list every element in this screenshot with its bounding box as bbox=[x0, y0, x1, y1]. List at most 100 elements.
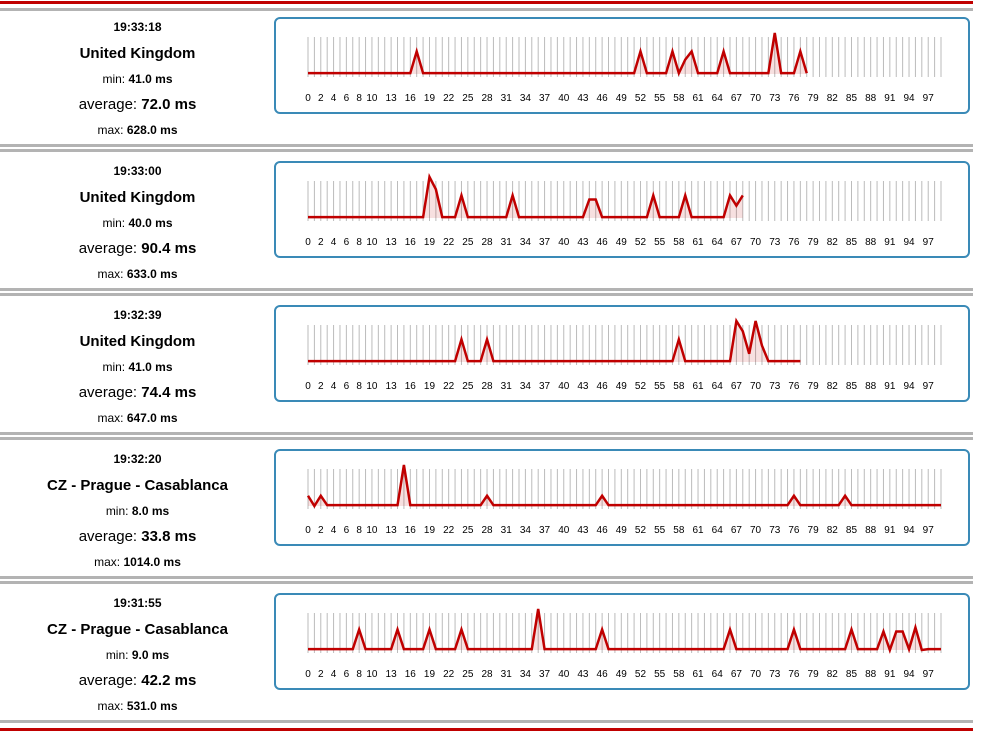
x-axis-label: 82 bbox=[827, 381, 839, 392]
x-axis-label: 16 bbox=[405, 669, 417, 680]
result-average: average: 72.0 ms bbox=[0, 96, 275, 113]
series-line bbox=[308, 317, 801, 363]
series-area bbox=[308, 321, 801, 362]
x-axis-label: 70 bbox=[750, 237, 762, 248]
x-axis-label: 70 bbox=[750, 93, 762, 104]
x-axis-label: 19 bbox=[424, 669, 436, 680]
x-axis-label: 2 bbox=[318, 525, 324, 536]
x-axis-label: 67 bbox=[731, 93, 743, 104]
x-axis-label: 19 bbox=[424, 381, 436, 392]
x-axis-label: 85 bbox=[846, 237, 858, 248]
x-axis-label: 97 bbox=[923, 525, 935, 536]
average-value: 33.8 ms bbox=[141, 528, 197, 545]
latency-chart: 0 2 4 6 8 10 13 16 19 22 25 28 31 34 37 40 43 46 49 52 55 58 6… bbox=[274, 593, 970, 690]
row-separator bbox=[0, 576, 973, 584]
result-average: average: 74.4 ms bbox=[0, 384, 275, 401]
x-axis-label: 67 bbox=[731, 669, 743, 680]
x-axis-label: 64 bbox=[712, 237, 724, 248]
x-axis-label: 16 bbox=[405, 525, 417, 536]
result-location: CZ - Prague - Casablanca bbox=[47, 477, 228, 494]
result-row: 19:31:55 CZ - Prague - Casablanca min: 9… bbox=[0, 587, 981, 731]
x-axis-label: 19 bbox=[424, 237, 436, 248]
x-axis-label: 2 bbox=[318, 237, 324, 248]
x-axis-label: 55 bbox=[654, 669, 666, 680]
x-axis-label: 10 bbox=[366, 525, 378, 536]
series-line bbox=[306, 464, 941, 509]
x-axis-label: 8 bbox=[356, 93, 362, 104]
x-axis-label: 40 bbox=[558, 237, 570, 248]
result-max: max: 531.0 ms bbox=[0, 699, 275, 713]
x-axis-label: 82 bbox=[827, 669, 839, 680]
x-axis-label: 91 bbox=[884, 93, 896, 104]
result-location: CZ - Prague - Casablanca bbox=[47, 621, 228, 638]
x-axis-label: 10 bbox=[366, 93, 378, 104]
x-axis-label: 40 bbox=[558, 381, 570, 392]
top-separator-line bbox=[0, 8, 973, 11]
x-axis-label: 13 bbox=[386, 669, 398, 680]
x-axis-label: 46 bbox=[597, 525, 609, 536]
x-axis-label: 10 bbox=[366, 237, 378, 248]
x-axis-label: 16 bbox=[405, 237, 417, 248]
max-label: max: bbox=[97, 699, 124, 713]
x-axis-label: 88 bbox=[865, 237, 877, 248]
x-axis-label: 73 bbox=[769, 525, 781, 536]
x-axis-label: 4 bbox=[331, 525, 337, 536]
row-separator bbox=[0, 288, 973, 296]
x-axis-label: 25 bbox=[462, 525, 474, 536]
x-axis-label: 55 bbox=[654, 93, 666, 104]
x-axis-label: 4 bbox=[331, 237, 337, 248]
result-row: 19:32:39 United Kingdom min: 41.0 ms ave… bbox=[0, 299, 981, 443]
row-separator bbox=[0, 720, 973, 728]
x-axis-label: 25 bbox=[462, 669, 474, 680]
result-min: min: 40.0 ms bbox=[0, 216, 275, 230]
result-time: 19:33:00 bbox=[113, 164, 162, 178]
x-axis-label: 61 bbox=[692, 237, 704, 248]
x-axis-label: 76 bbox=[788, 525, 800, 536]
x-axis-label: 6 bbox=[344, 237, 350, 248]
x-axis-label: 79 bbox=[808, 381, 820, 392]
x-axis-label: 55 bbox=[654, 381, 666, 392]
x-axis-label: 52 bbox=[635, 237, 647, 248]
x-axis-label: 85 bbox=[846, 525, 858, 536]
series-line bbox=[308, 32, 808, 77]
x-axis-label: 2 bbox=[318, 669, 324, 680]
x-axis-label: 49 bbox=[616, 525, 628, 536]
average-label: average: bbox=[78, 240, 138, 257]
x-axis-label: 19 bbox=[424, 525, 436, 536]
x-axis-label: 97 bbox=[923, 237, 935, 248]
x-axis-label: 8 bbox=[356, 525, 362, 536]
x-axis-label: 2 bbox=[318, 381, 324, 392]
x-axis-label: 73 bbox=[769, 93, 781, 104]
min-value: 41.0 ms bbox=[128, 360, 173, 374]
bottom-accent-line bbox=[0, 728, 973, 731]
x-axis-label: 22 bbox=[443, 669, 455, 680]
x-axis-label: 0 bbox=[305, 381, 311, 392]
x-axis-label: 55 bbox=[654, 525, 666, 536]
latency-chart: 0 2 4 6 8 10 13 16 19 22 25 28 31 34 37 40 43 46 49 52 55 58 6… bbox=[274, 17, 970, 114]
result-max: max: 647.0 ms bbox=[0, 411, 275, 425]
x-axis-label: 91 bbox=[884, 525, 896, 536]
latency-chart: 0 2 4 6 8 10 13 16 19 22 25 28 31 34 37 40 43 46 49 52 55 58 6… bbox=[274, 449, 970, 546]
x-axis-label: 6 bbox=[344, 525, 350, 536]
x-axis-label: 61 bbox=[692, 669, 704, 680]
x-axis-label: 31 bbox=[501, 93, 513, 104]
x-axis-label: 8 bbox=[356, 669, 362, 680]
x-axis-label: 79 bbox=[808, 525, 820, 536]
x-axis-label: 91 bbox=[884, 237, 896, 248]
x-axis-label: 58 bbox=[673, 669, 685, 680]
x-axis-label: 58 bbox=[673, 93, 685, 104]
x-axis-label: 22 bbox=[443, 525, 455, 536]
top-accent-line bbox=[0, 1, 973, 4]
x-axis-label: 25 bbox=[462, 237, 474, 248]
x-axis-label: 31 bbox=[501, 237, 513, 248]
average-label: average: bbox=[78, 528, 138, 545]
x-axis-label: 91 bbox=[884, 381, 896, 392]
min-value: 9.0 ms bbox=[131, 648, 170, 662]
x-axis-label: 73 bbox=[769, 237, 781, 248]
min-value: 41.0 ms bbox=[128, 72, 173, 86]
x-axis-label: 25 bbox=[462, 381, 474, 392]
result-row: 19:33:18 United Kingdom min: 41.0 ms ave… bbox=[0, 11, 981, 155]
x-axis-label: 2 bbox=[318, 93, 324, 104]
x-axis-label: 34 bbox=[520, 93, 532, 104]
x-axis-label: 67 bbox=[731, 525, 743, 536]
